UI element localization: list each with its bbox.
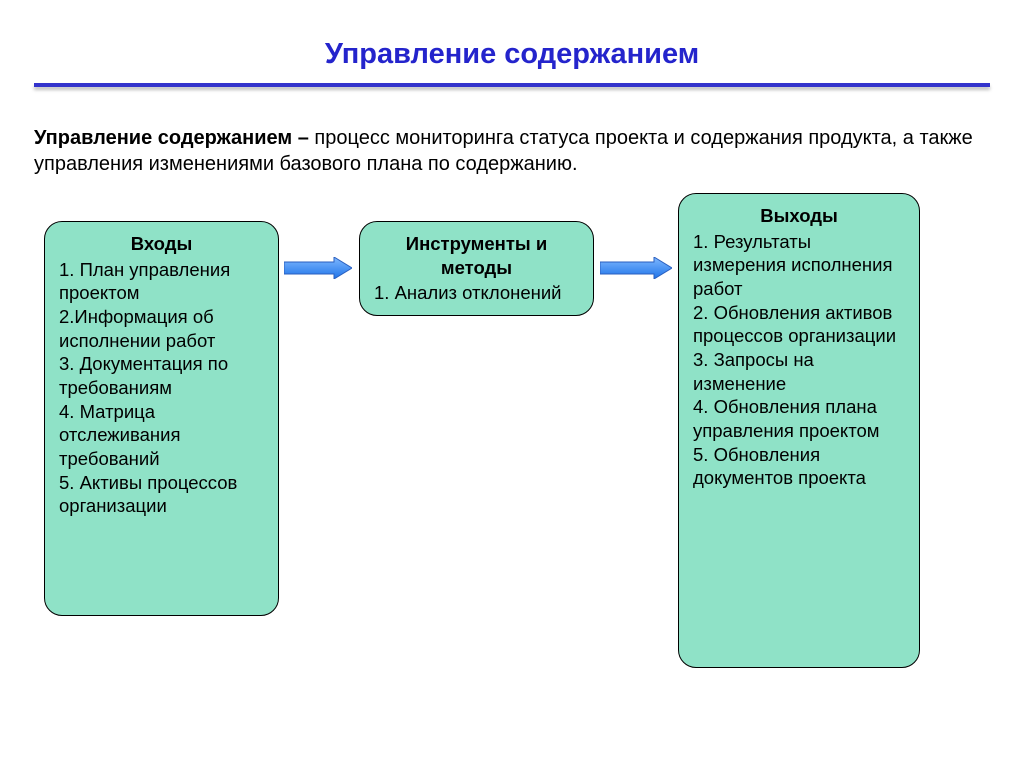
- list-item: 4. Матрица отслеживания требований: [59, 400, 264, 471]
- process-diagram: Входы 1. План управления проектом2.Инфор…: [0, 193, 1024, 693]
- inputs-header: Входы: [59, 232, 264, 256]
- list-item: 5. Активы процессов организации: [59, 471, 264, 518]
- intro-paragraph: Управление содержанием – процесс монитор…: [34, 125, 974, 177]
- arrow-tools-to-outputs: [600, 257, 672, 279]
- list-item: 1. Анализ отклонений: [374, 281, 579, 305]
- inputs-box: Входы 1. План управления проектом2.Инфор…: [44, 221, 279, 616]
- tools-header: Инструменты и методы: [374, 232, 579, 279]
- outputs-box: Выходы 1. Результаты измерения исполнени…: [678, 193, 920, 668]
- outputs-list: 1. Результаты измерения исполнения работ…: [693, 230, 905, 490]
- list-item: 3. Запросы на изменение: [693, 348, 905, 395]
- list-item: 4. Обновления плана управления проектом: [693, 395, 905, 442]
- list-item: 2. Обновления активов процессов организа…: [693, 301, 905, 348]
- list-item: 1. Результаты измерения исполнения работ: [693, 230, 905, 301]
- list-item: 1. План управления проектом: [59, 258, 264, 305]
- intro-term: Управление содержанием –: [34, 127, 309, 149]
- title-underline: [34, 83, 990, 87]
- list-item: 2.Информация об исполнении работ: [59, 305, 264, 352]
- outputs-header: Выходы: [693, 204, 905, 228]
- tools-box: Инструменты и методы 1. Анализ отклонени…: [359, 221, 594, 316]
- list-item: 5. Обновления документов проекта: [693, 443, 905, 490]
- inputs-list: 1. План управления проектом2.Информация …: [59, 258, 264, 518]
- page-title: Управление содержанием: [0, 0, 1024, 83]
- tools-list: 1. Анализ отклонений: [374, 281, 579, 305]
- list-item: 3. Документация по требованиям: [59, 352, 264, 399]
- arrow-inputs-to-tools: [284, 257, 352, 279]
